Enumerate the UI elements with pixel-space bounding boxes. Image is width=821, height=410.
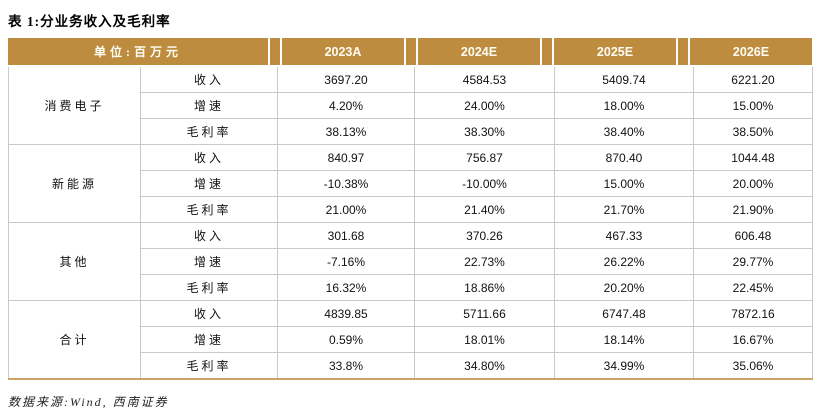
metric-label: 增速 <box>140 248 278 275</box>
header-divider <box>404 38 418 65</box>
value-cell: 15.00% <box>554 170 694 197</box>
value-cell: 606.48 <box>693 222 813 249</box>
value-cell: 15.00% <box>693 92 813 119</box>
metric-label: 收入 <box>140 144 278 171</box>
table-row: 毛利率 16.32% 18.86% 20.20% 22.45% <box>9 274 813 301</box>
value-cell: 1044.48 <box>693 144 813 171</box>
value-cell: 6747.48 <box>554 300 694 327</box>
year-header-2025e: 2025E <box>554 38 676 65</box>
table-row: 增速 -10.38% -10.00% 15.00% 20.00% <box>9 170 813 197</box>
value-cell: 756.87 <box>414 144 555 171</box>
header-divider <box>540 38 554 65</box>
value-cell: 21.00% <box>277 196 415 223</box>
value-cell: 21.70% <box>554 196 694 223</box>
metric-label: 收入 <box>140 67 278 93</box>
value-cell: 33.8% <box>277 352 415 380</box>
header-divider <box>268 38 282 65</box>
value-cell: 18.14% <box>554 326 694 353</box>
value-cell: 38.30% <box>414 118 555 145</box>
table-row: 增速 0.59% 18.01% 18.14% 16.67% <box>9 326 813 353</box>
value-cell: 18.00% <box>554 92 694 119</box>
value-cell: 38.50% <box>693 118 813 145</box>
group-label-total: 合计 <box>8 300 141 380</box>
table-row: 合计 收入 4839.85 5711.66 6747.48 7872.16 <box>8 300 813 380</box>
value-cell: 21.40% <box>414 196 555 223</box>
metric-label: 毛利率 <box>140 118 278 145</box>
value-cell: 20.00% <box>693 170 813 197</box>
value-cell: 370.26 <box>414 222 555 249</box>
group-label-others: 其他 <box>8 222 141 301</box>
year-header-2023a: 2023A <box>282 38 404 65</box>
value-cell: 38.13% <box>277 118 415 145</box>
year-header-2026e: 2026E <box>690 38 812 65</box>
segment-data-table: 消费电子 收入 3697.20 4584.53 5409.74 6221.20 … <box>8 67 813 380</box>
header-divider <box>676 38 690 65</box>
metric-label: 增速 <box>140 326 278 353</box>
value-cell: 29.77% <box>693 248 813 275</box>
table-title: 表 1:分业务收入及毛利率 <box>8 14 171 29</box>
value-cell: 18.86% <box>414 274 555 301</box>
value-cell: 26.22% <box>554 248 694 275</box>
table-row: 毛利率 21.00% 21.40% 21.70% 21.90% <box>9 196 813 223</box>
value-cell: 4584.53 <box>414 67 555 93</box>
value-cell: 7872.16 <box>693 300 813 327</box>
year-header-2024e: 2024E <box>418 38 540 65</box>
value-cell: 16.32% <box>277 274 415 301</box>
unit-header-cell: 单位:百万元 <box>8 38 268 65</box>
value-cell: 467.33 <box>554 222 694 249</box>
table-row: 毛利率 33.8% 34.80% 34.99% 35.06% <box>9 352 813 380</box>
value-cell: 4.20% <box>277 92 415 119</box>
group-label-new-energy: 新能源 <box>8 144 141 223</box>
table-row: 增速 -7.16% 22.73% 26.22% 29.77% <box>9 248 813 275</box>
value-cell: -10.00% <box>414 170 555 197</box>
metric-label: 毛利率 <box>140 352 278 380</box>
metric-label: 毛利率 <box>140 196 278 223</box>
value-cell: 840.97 <box>277 144 415 171</box>
value-cell: -7.16% <box>277 248 415 275</box>
value-cell: 18.01% <box>414 326 555 353</box>
value-cell: 34.99% <box>554 352 694 380</box>
value-cell: 301.68 <box>277 222 415 249</box>
table-row: 毛利率 38.13% 38.30% 38.40% 38.50% <box>9 118 813 145</box>
table-header-row: 单位:百万元 2023A 2024E 2025E 2026E <box>8 38 812 65</box>
value-cell: 38.40% <box>554 118 694 145</box>
value-cell: 21.90% <box>693 196 813 223</box>
table-row: 其他 收入 301.68 370.26 467.33 606.48 <box>8 222 813 301</box>
value-cell: 6221.20 <box>693 67 813 93</box>
value-cell: 24.00% <box>414 92 555 119</box>
group-label-consumer-electronics: 消费电子 <box>8 67 141 145</box>
value-cell: 20.20% <box>554 274 694 301</box>
value-cell: -10.38% <box>277 170 415 197</box>
value-cell: 4839.85 <box>277 300 415 327</box>
value-cell: 870.40 <box>554 144 694 171</box>
metric-label: 收入 <box>140 300 278 327</box>
value-cell: 16.67% <box>693 326 813 353</box>
value-cell: 22.73% <box>414 248 555 275</box>
value-cell: 5711.66 <box>414 300 555 327</box>
table-row: 消费电子 收入 3697.20 4584.53 5409.74 6221.20 <box>8 67 813 145</box>
table-row: 新能源 收入 840.97 756.87 870.40 1044.48 <box>8 144 813 223</box>
value-cell: 5409.74 <box>554 67 694 93</box>
value-cell: 35.06% <box>693 352 813 380</box>
metric-label: 毛利率 <box>140 274 278 301</box>
metric-label: 收入 <box>140 222 278 249</box>
metric-label: 增速 <box>140 170 278 197</box>
table-row: 增速 4.20% 24.00% 18.00% 15.00% <box>9 92 813 119</box>
value-cell: 0.59% <box>277 326 415 353</box>
value-cell: 34.80% <box>414 352 555 380</box>
data-source: 数据来源:Wind, 西南证券 <box>8 395 169 409</box>
value-cell: 3697.20 <box>277 67 415 93</box>
value-cell: 22.45% <box>693 274 813 301</box>
metric-label: 增速 <box>140 92 278 119</box>
